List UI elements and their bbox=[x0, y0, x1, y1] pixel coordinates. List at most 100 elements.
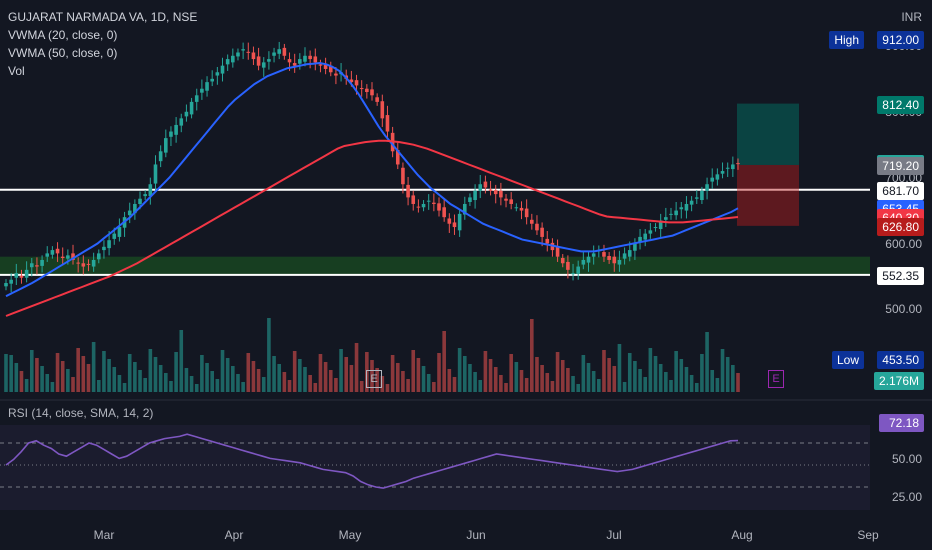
volume-bar-6 bbox=[35, 358, 39, 392]
volume-bar-102 bbox=[530, 319, 534, 392]
candle-3 bbox=[19, 275, 24, 278]
volume-bar-67 bbox=[349, 365, 354, 392]
stop-zone bbox=[737, 164, 799, 226]
volume-bar-23 bbox=[122, 383, 127, 392]
candle-136 bbox=[705, 184, 709, 191]
volume-bar-125 bbox=[648, 348, 653, 392]
candle-64 bbox=[334, 73, 338, 76]
volume-bar-130 bbox=[674, 351, 678, 392]
volume-bar-95 bbox=[493, 367, 498, 392]
volume-bar-8 bbox=[45, 374, 50, 392]
candle-103 bbox=[535, 223, 539, 231]
vwma50-legend[interactable]: VWMA (50, close, 0) bbox=[8, 46, 118, 60]
candle-39 bbox=[205, 82, 209, 91]
candle-46 bbox=[241, 49, 245, 51]
candle-125 bbox=[648, 230, 653, 234]
volume-bar-73 bbox=[380, 376, 385, 392]
candle-126 bbox=[653, 227, 658, 229]
volume-bar-132 bbox=[684, 367, 689, 392]
volume-bar-75 bbox=[390, 355, 395, 392]
volume-bar-87 bbox=[452, 377, 457, 392]
badge-label-low: Low bbox=[831, 351, 864, 369]
candle-17 bbox=[91, 259, 96, 267]
candle-32 bbox=[169, 131, 173, 137]
candle-102 bbox=[530, 219, 534, 224]
candle-2 bbox=[14, 273, 19, 278]
volume-bar-71 bbox=[370, 360, 374, 392]
volume-bar-131 bbox=[679, 359, 684, 392]
candle-124 bbox=[643, 233, 648, 240]
candle-15 bbox=[81, 263, 86, 267]
candle-60 bbox=[313, 56, 318, 63]
volume-bar-90 bbox=[468, 364, 472, 392]
candle-44 bbox=[231, 55, 235, 63]
volume-bar-77 bbox=[401, 371, 405, 392]
candle-110 bbox=[571, 273, 575, 275]
price-tick-600.00: 600.00 bbox=[885, 236, 922, 251]
candle-81 bbox=[421, 203, 426, 208]
candle-71 bbox=[370, 89, 374, 96]
volume-bar-114 bbox=[591, 371, 596, 392]
candle-54 bbox=[282, 47, 287, 56]
volume-bar-51 bbox=[267, 318, 271, 392]
candle-77 bbox=[401, 167, 405, 185]
volume-bar-15 bbox=[81, 356, 86, 392]
volume-bar-55 bbox=[287, 380, 292, 392]
volume-bar-52 bbox=[272, 356, 276, 392]
volume-bar-76 bbox=[395, 363, 400, 392]
volume-bar-96 bbox=[499, 375, 503, 392]
volume-bar-83 bbox=[432, 382, 436, 392]
volume-bar-89 bbox=[462, 356, 467, 392]
candle-49 bbox=[256, 56, 261, 66]
volume-bar-53 bbox=[277, 364, 282, 392]
price-badge-10: 2.176M bbox=[873, 372, 924, 390]
volume-bar-16 bbox=[86, 364, 91, 392]
volume-bar-69 bbox=[359, 381, 364, 392]
price-tick-500.00: 500.00 bbox=[885, 302, 922, 317]
candle-109 bbox=[566, 261, 570, 270]
rsi-title[interactable]: RSI (14, close, SMA, 14, 2) bbox=[8, 406, 154, 420]
volume-bar-12 bbox=[66, 369, 70, 392]
volume-bar-19 bbox=[102, 351, 106, 392]
volume-bar-104 bbox=[540, 365, 544, 392]
volume-bar-1 bbox=[9, 355, 13, 392]
volume-bar-126 bbox=[653, 356, 658, 392]
vol-legend[interactable]: Vol bbox=[8, 64, 25, 78]
candle-120 bbox=[622, 253, 627, 259]
candle-101 bbox=[524, 208, 529, 218]
volume-bar-124 bbox=[643, 377, 648, 392]
volume-bar-103 bbox=[535, 357, 539, 392]
volume-bar-82 bbox=[426, 374, 431, 392]
candle-10 bbox=[55, 248, 60, 254]
candle-22 bbox=[117, 227, 122, 237]
candle-79 bbox=[411, 195, 416, 204]
volume-bar-22 bbox=[117, 375, 122, 392]
candle-4 bbox=[24, 269, 29, 278]
earnings-marker-2[interactable]: E bbox=[768, 370, 784, 388]
rsi-band bbox=[0, 425, 870, 510]
candle-104 bbox=[540, 227, 544, 237]
candle-74 bbox=[385, 115, 390, 132]
candle-14 bbox=[76, 262, 80, 264]
candle-100 bbox=[519, 207, 524, 211]
volume-bar-3 bbox=[19, 371, 24, 392]
vwma20-legend[interactable]: VWMA (20, close, 0) bbox=[8, 28, 118, 42]
volume-bar-101 bbox=[524, 378, 529, 392]
candle-87 bbox=[452, 222, 457, 228]
volume-bar-68 bbox=[354, 343, 359, 392]
volume-bar-86 bbox=[447, 369, 452, 392]
volume-bar-47 bbox=[246, 353, 251, 392]
volume-bar-0 bbox=[4, 354, 8, 392]
earnings-marker-1[interactable]: E bbox=[366, 370, 382, 388]
vwma50-line bbox=[5, 139, 739, 317]
volume-bar-11 bbox=[60, 361, 65, 392]
volume-bar-24 bbox=[127, 354, 132, 392]
volume-bar-78 bbox=[406, 379, 410, 392]
candle-98 bbox=[509, 199, 513, 204]
candle-6 bbox=[35, 265, 39, 267]
volume-bar-106 bbox=[550, 381, 555, 392]
volume-bar-41 bbox=[215, 379, 220, 392]
candle-114 bbox=[591, 253, 596, 257]
volume-bar-121 bbox=[627, 353, 632, 392]
